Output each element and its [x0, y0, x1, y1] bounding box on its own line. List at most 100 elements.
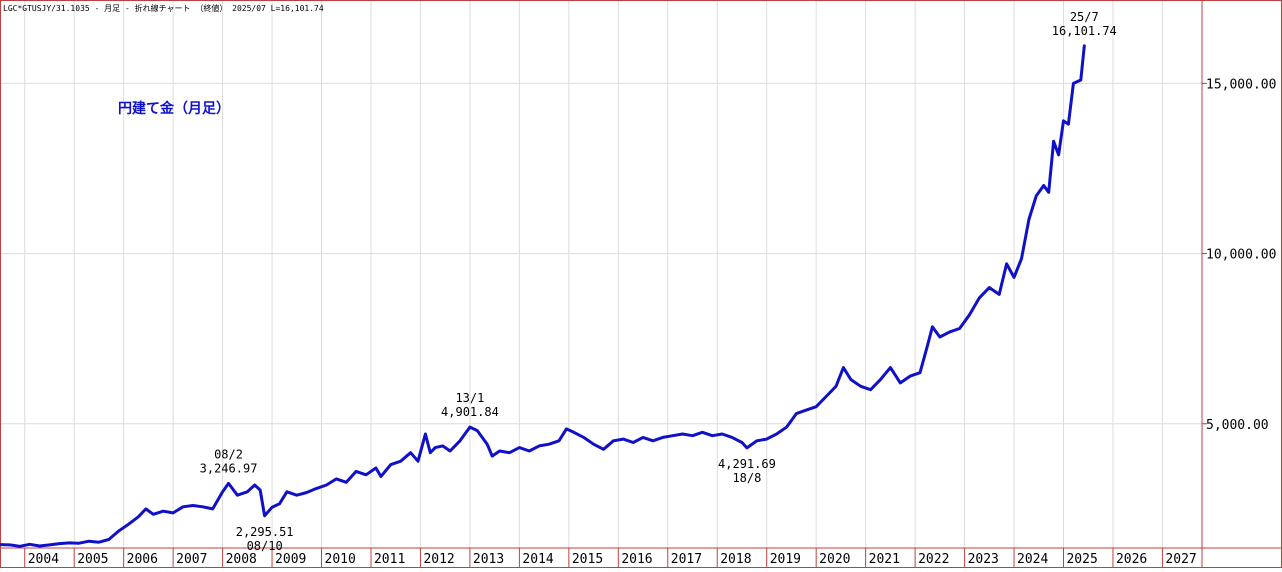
data-point: [306, 492, 307, 493]
data-point: [380, 476, 381, 477]
data-point: [460, 440, 461, 441]
data-point: [326, 485, 327, 486]
data-point: [826, 396, 827, 397]
data-point: [573, 432, 574, 433]
x-tick-label: 2024: [1017, 552, 1048, 567]
data-point: [1048, 192, 1049, 193]
data-point: [202, 506, 203, 507]
data-point: [843, 367, 844, 368]
data-point: [469, 427, 470, 428]
data-point: [692, 435, 693, 436]
data-point: [742, 442, 743, 443]
annotation-line2: 3,246.97: [200, 461, 258, 475]
series-line: [0, 44, 1086, 548]
data-point: [850, 379, 851, 380]
x-tick-label: 2010: [325, 552, 356, 567]
x-tick-label: 2025: [1066, 552, 1097, 567]
data-point: [418, 461, 419, 462]
data-point: [969, 314, 970, 315]
x-tick-label: 2011: [374, 552, 405, 567]
data-point: [19, 546, 20, 547]
data-point: [712, 435, 713, 436]
x-tick-label: 2018: [720, 552, 751, 567]
data-point: [192, 505, 193, 506]
data-point: [254, 485, 255, 486]
x-tick-label: 2009: [275, 552, 306, 567]
data-point: [529, 451, 530, 452]
data-point: [390, 464, 391, 465]
x-tick-label: 2027: [1165, 552, 1196, 567]
data-point: [776, 434, 777, 435]
data-point: [920, 372, 921, 373]
data-point: [69, 542, 70, 543]
x-tick-label: 2013: [473, 552, 504, 567]
annotation-line2: 4,901.84: [441, 405, 499, 419]
data-point: [519, 447, 520, 448]
data-point: [989, 287, 990, 288]
data-point: [108, 539, 109, 540]
data-point: [410, 452, 411, 453]
data-point: [860, 386, 861, 387]
data-point: [623, 439, 624, 440]
data-point: [559, 440, 560, 441]
data-point: [212, 508, 213, 509]
data-point: [949, 331, 950, 332]
y-tick-label: 15,000.00: [1206, 77, 1276, 92]
y-tick-label: 10,000.00: [1206, 248, 1276, 263]
data-point: [138, 516, 139, 517]
data-point: [566, 428, 567, 429]
data-point: [652, 440, 653, 441]
series-layer: [0, 44, 1086, 548]
data-point: [1080, 80, 1081, 81]
data-point: [682, 434, 683, 435]
data-point: [1073, 83, 1074, 84]
data-point: [999, 294, 1000, 295]
data-point: [366, 474, 367, 475]
data-point: [487, 444, 488, 445]
data-point: [672, 435, 673, 436]
data-point: [228, 483, 229, 484]
data-point: [746, 447, 747, 448]
data-point: [477, 430, 478, 431]
data-point: [163, 511, 164, 512]
annotation-line2: 08/10: [247, 539, 283, 553]
x-tick-label: 2020: [819, 552, 850, 567]
data-point: [1058, 154, 1059, 155]
data-point: [959, 328, 960, 329]
data-point: [1068, 124, 1069, 125]
data-point: [583, 437, 584, 438]
data-point: [1084, 45, 1085, 46]
data-point: [264, 515, 265, 516]
x-tick-label: 2006: [127, 552, 158, 567]
x-tick-label: 2019: [770, 552, 801, 567]
x-tick-label: 2015: [572, 552, 603, 567]
data-point: [722, 434, 723, 435]
data-point: [890, 367, 891, 368]
data-point: [939, 337, 940, 338]
data-point: [375, 468, 376, 469]
data-point: [603, 449, 604, 450]
chart-title: 円建て金（月足）: [118, 101, 230, 117]
data-point: [79, 543, 80, 544]
grid-layer: [0, 0, 1202, 548]
data-point: [98, 542, 99, 543]
data-point: [796, 413, 797, 414]
data-point: [296, 495, 297, 496]
data-point: [766, 439, 767, 440]
annotation-line1: 4,291.69: [718, 457, 776, 471]
data-point: [183, 506, 184, 507]
annotation-line2: 16,101.74: [1052, 24, 1117, 38]
data-point: [732, 437, 733, 438]
data-point: [222, 491, 223, 492]
data-point: [1028, 219, 1029, 220]
data-point: [870, 389, 871, 390]
x-tick-label: 2005: [77, 552, 108, 567]
data-point: [450, 451, 451, 452]
x-tick-label: 2007: [176, 552, 207, 567]
data-point: [836, 386, 837, 387]
data-point: [1043, 185, 1044, 186]
